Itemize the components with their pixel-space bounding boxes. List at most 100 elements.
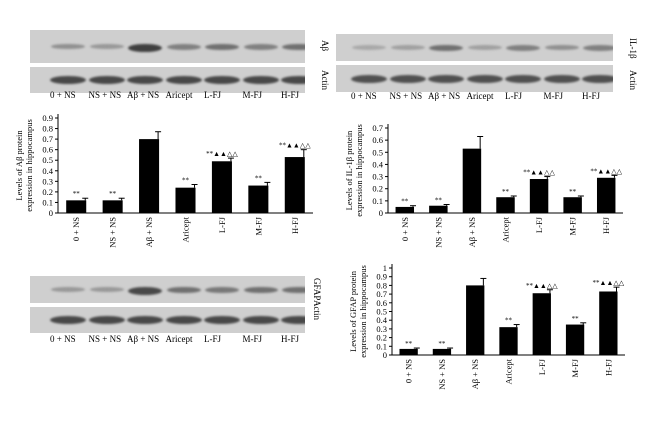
- blot-band: [582, 74, 613, 83]
- significance-label: **▲▲△△: [279, 142, 311, 150]
- blot-band: [165, 316, 202, 324]
- significance-label: **▲▲△△: [523, 169, 555, 177]
- blot-band: [429, 44, 463, 52]
- blot-band: [583, 44, 613, 51]
- y-axis-label: Levels of IL-1β protein: [344, 130, 354, 210]
- y-tick-label: 0.4: [376, 315, 387, 325]
- x-tick-label: H-FJ: [601, 216, 611, 234]
- bar: [532, 293, 551, 355]
- lane-label: NS + NS: [88, 334, 122, 344]
- bar: [175, 187, 196, 213]
- blot-band: [243, 43, 278, 50]
- x-tick-label: M-FJ: [570, 358, 580, 377]
- y-tick-label: 0.2: [42, 187, 53, 197]
- blot-band: [89, 286, 124, 292]
- y-tick-label: 1: [383, 263, 387, 273]
- y-tick-label: 0: [49, 208, 53, 218]
- lane-label: L-FJ: [204, 334, 222, 344]
- blot-band: [389, 74, 426, 83]
- bar: [529, 179, 549, 213]
- significance-label: **: [401, 198, 409, 206]
- x-tick-label: 0 + NS: [404, 359, 414, 383]
- y-tick-label: 0.7: [372, 123, 383, 133]
- blot-band: [51, 43, 85, 50]
- significance-label: **: [73, 190, 81, 198]
- blot-strip-actin: [336, 65, 613, 92]
- lane-label: H-FJ: [281, 334, 300, 344]
- y-tick-label: 0.9: [376, 272, 387, 282]
- bar-chart-1: 0 0.1 0.2 0.3 0.4 0.5 0.6 0.7 Levels of IL-1β pr…: [344, 123, 623, 248]
- significance-label: **: [435, 197, 443, 205]
- blot-band: [165, 76, 202, 84]
- blot-band: [88, 76, 125, 84]
- bar: [599, 291, 618, 355]
- x-tick-label: 0 + NS: [400, 217, 410, 241]
- significance-label: **▲▲△△: [593, 279, 625, 287]
- bar: [284, 157, 305, 213]
- significance-label: **▲▲△△: [206, 150, 238, 158]
- blot-band: [467, 44, 502, 50]
- bar: [429, 205, 448, 213]
- blot-band: [205, 43, 239, 51]
- lane-label: 0 + NS: [351, 91, 377, 101]
- y-axis-label: expression in hippocampus: [24, 119, 34, 212]
- y-axis-label: expression in hippocampus: [354, 124, 364, 217]
- x-tick-label: Aricept: [181, 216, 191, 242]
- bar: [139, 139, 160, 213]
- y-tick-label: 0.6: [42, 145, 53, 155]
- lane-label: Aβ + NS: [127, 334, 160, 344]
- y-tick-label: 0.1: [372, 196, 383, 206]
- blot-strip-actin: [30, 307, 305, 333]
- blot-band: [466, 74, 503, 83]
- significance-label: **: [182, 177, 190, 185]
- blot-strip-il1b: [336, 34, 613, 61]
- x-tick-label: L-FJ: [217, 216, 227, 233]
- blot-band: [282, 43, 305, 51]
- y-axis-label: Levels of GFAP protein: [348, 270, 358, 352]
- lane-label: L-FJ: [204, 90, 222, 100]
- blot-band: [166, 43, 201, 50]
- y-axis-label: Levels of Aβ protein: [14, 130, 24, 201]
- blot-band: [543, 74, 580, 83]
- lane-label: M-FJ: [242, 334, 263, 344]
- blot-band: [281, 316, 305, 324]
- x-tick-label: Aricept: [501, 216, 511, 242]
- bar-chart-0: 00.10.20.30.40.50.60.70.80.9 Levels of Aβ…: [14, 113, 313, 248]
- x-tick-label: H-FJ: [290, 216, 300, 234]
- blot-band: [204, 316, 240, 324]
- blot-band: [506, 44, 540, 51]
- x-tick-label: NS + NS: [108, 217, 118, 248]
- bar: [565, 324, 585, 355]
- significance-label: **: [255, 174, 263, 182]
- blot-control-label: Actin: [312, 300, 322, 320]
- significance-label: **: [569, 188, 577, 196]
- x-tick-label: H-FJ: [603, 358, 613, 376]
- blot-band: [88, 316, 125, 324]
- blot-band: [351, 74, 387, 83]
- x-tick-label: Aβ + NS: [470, 359, 480, 390]
- x-tick-label: NS + NS: [433, 217, 443, 248]
- y-axis-label: expression in hippocampus: [358, 265, 368, 358]
- bar: [563, 197, 582, 213]
- lane-label: Aricept: [466, 91, 494, 101]
- bar: [466, 285, 485, 355]
- blot-band: [243, 286, 278, 294]
- x-tick-label: M-FJ: [253, 216, 263, 235]
- lane-label: H-FJ: [281, 90, 300, 100]
- y-tick-label: 0.4: [42, 166, 53, 176]
- y-tick-label: 0.2: [376, 333, 387, 343]
- x-tick-label: L-FJ: [534, 216, 544, 233]
- blot-band: [242, 76, 279, 84]
- x-tick-label: 0 + NS: [71, 217, 81, 241]
- significance-label: **: [438, 340, 446, 348]
- blot-band: [428, 74, 464, 83]
- x-tick-label: NS + NS: [437, 359, 447, 390]
- blot-band: [127, 316, 163, 324]
- y-tick-label: 0.3: [42, 176, 53, 186]
- bar: [66, 200, 87, 213]
- blot-strip-gfap: [30, 276, 305, 303]
- lane-label: NS + NS: [389, 91, 423, 101]
- y-tick-label: 0.5: [42, 155, 53, 165]
- blot-band: [166, 286, 201, 294]
- y-tick-label: 0.6: [372, 135, 383, 145]
